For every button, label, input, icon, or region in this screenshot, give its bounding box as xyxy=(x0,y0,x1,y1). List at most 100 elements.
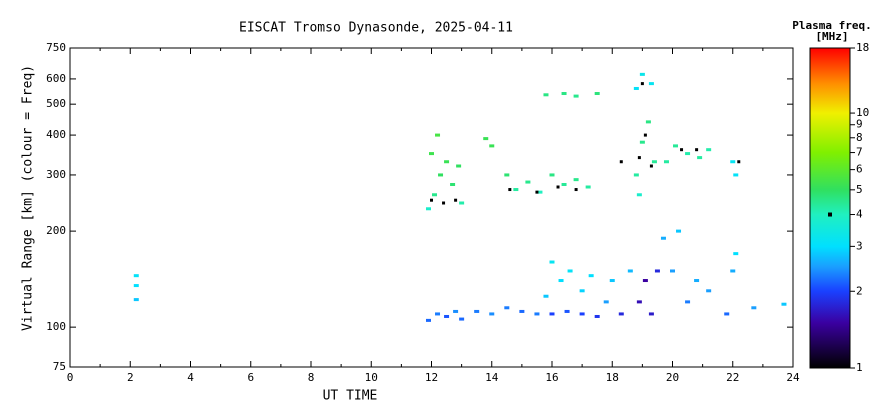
echo-point xyxy=(639,72,645,76)
echo-point xyxy=(450,183,456,187)
echo-point xyxy=(751,306,757,310)
y-tick-label: 500 xyxy=(46,97,66,110)
echo-point xyxy=(636,193,642,197)
echo-point xyxy=(543,294,549,298)
echo-point xyxy=(673,144,679,148)
echo-point xyxy=(733,252,739,256)
fit-point xyxy=(643,133,647,137)
y-tick-label: 600 xyxy=(46,72,66,85)
x-tick-label: 22 xyxy=(726,371,739,384)
echo-point xyxy=(609,279,615,283)
echo-point xyxy=(627,269,633,273)
colorbar-tick-label: 10 xyxy=(856,106,869,119)
echo-point xyxy=(603,300,609,304)
echo-point xyxy=(706,289,712,293)
echo-point xyxy=(453,309,459,313)
echo-point xyxy=(435,312,441,316)
x-tick-label: 24 xyxy=(786,371,800,384)
fit-point xyxy=(508,188,512,192)
echo-point xyxy=(504,306,510,310)
echo-point xyxy=(133,298,139,302)
x-tick-label: 0 xyxy=(67,371,74,384)
echo-point xyxy=(645,120,651,124)
fit-point xyxy=(556,185,560,189)
x-tick-label: 16 xyxy=(545,371,558,384)
echo-point xyxy=(425,318,431,322)
y-tick-label: 200 xyxy=(46,224,66,237)
echo-point xyxy=(730,160,736,164)
colorbar-tick-label: 2 xyxy=(856,284,863,297)
colorbar-tick-label: 8 xyxy=(856,131,863,144)
x-tick-label: 20 xyxy=(666,371,679,384)
y-tick-label: 750 xyxy=(46,41,66,54)
x-tick-label: 4 xyxy=(187,371,194,384)
echo-point xyxy=(648,82,654,86)
colorbar-tick-label: 1 xyxy=(856,361,863,374)
echo-point xyxy=(567,269,573,273)
fit-point xyxy=(680,148,684,152)
echo-point xyxy=(549,312,555,316)
echo-point xyxy=(594,92,600,96)
echo-point xyxy=(459,317,465,321)
colorbar-tick-label: 5 xyxy=(856,183,863,196)
echo-point xyxy=(676,229,682,233)
y-tick-label: 300 xyxy=(46,168,66,181)
x-tick-label: 14 xyxy=(485,371,499,384)
plot-frame xyxy=(69,47,794,368)
colorbar-unit: [MHz] xyxy=(815,30,848,43)
x-axis-label: UT TIME xyxy=(323,389,378,404)
echo-point xyxy=(483,137,489,141)
echo-point xyxy=(633,86,639,90)
echo-point xyxy=(432,193,438,197)
echo-point xyxy=(660,236,666,240)
echo-point xyxy=(573,94,579,98)
colorbar-tick-label: 6 xyxy=(856,163,863,176)
echo-point xyxy=(618,312,624,316)
echo-point xyxy=(513,188,519,192)
colorbar-tick-label: 9 xyxy=(856,118,863,131)
echo-point xyxy=(594,314,600,318)
fit-point xyxy=(535,190,539,194)
echo-point xyxy=(444,160,450,164)
echo-point xyxy=(663,160,669,164)
fit-points xyxy=(430,82,741,205)
echo-point xyxy=(573,178,579,182)
y-axis-label: Virtual Range [km] (colour = Freq) xyxy=(21,65,36,331)
echo-point xyxy=(781,302,787,306)
chart-title: EISCAT Tromso Dynasonde, 2025-04-11 xyxy=(239,21,513,36)
echo-point xyxy=(636,300,642,304)
echo-point xyxy=(561,92,567,96)
echo-point xyxy=(425,207,431,211)
fit-point xyxy=(574,188,578,192)
fit-point xyxy=(637,156,641,160)
echo-point xyxy=(654,269,660,273)
echo-point xyxy=(651,160,657,164)
fit-point xyxy=(640,82,644,86)
echo-point xyxy=(456,164,462,168)
fit-point xyxy=(649,164,653,168)
echo-point xyxy=(489,144,495,148)
echo-point xyxy=(561,183,567,187)
echo-point xyxy=(585,185,591,189)
x-tick-label: 2 xyxy=(127,371,134,384)
fit-point xyxy=(454,198,458,202)
x-tick-label: 12 xyxy=(425,371,438,384)
echo-point xyxy=(670,269,675,273)
echo-point xyxy=(438,173,444,177)
echo-point xyxy=(685,300,691,304)
echo-point xyxy=(685,152,691,156)
echo-point xyxy=(697,156,703,160)
fit-point xyxy=(430,198,433,202)
echo-point xyxy=(444,314,450,318)
colorbar xyxy=(809,47,851,369)
echo-point xyxy=(579,289,585,293)
echo-point xyxy=(549,260,555,264)
echo-point xyxy=(489,312,495,316)
echo-point xyxy=(648,312,654,316)
fit-point xyxy=(442,201,446,205)
echo-point xyxy=(504,173,510,177)
fit-point xyxy=(737,160,741,164)
echo-point xyxy=(525,180,531,184)
colorbar-marker xyxy=(828,212,832,217)
